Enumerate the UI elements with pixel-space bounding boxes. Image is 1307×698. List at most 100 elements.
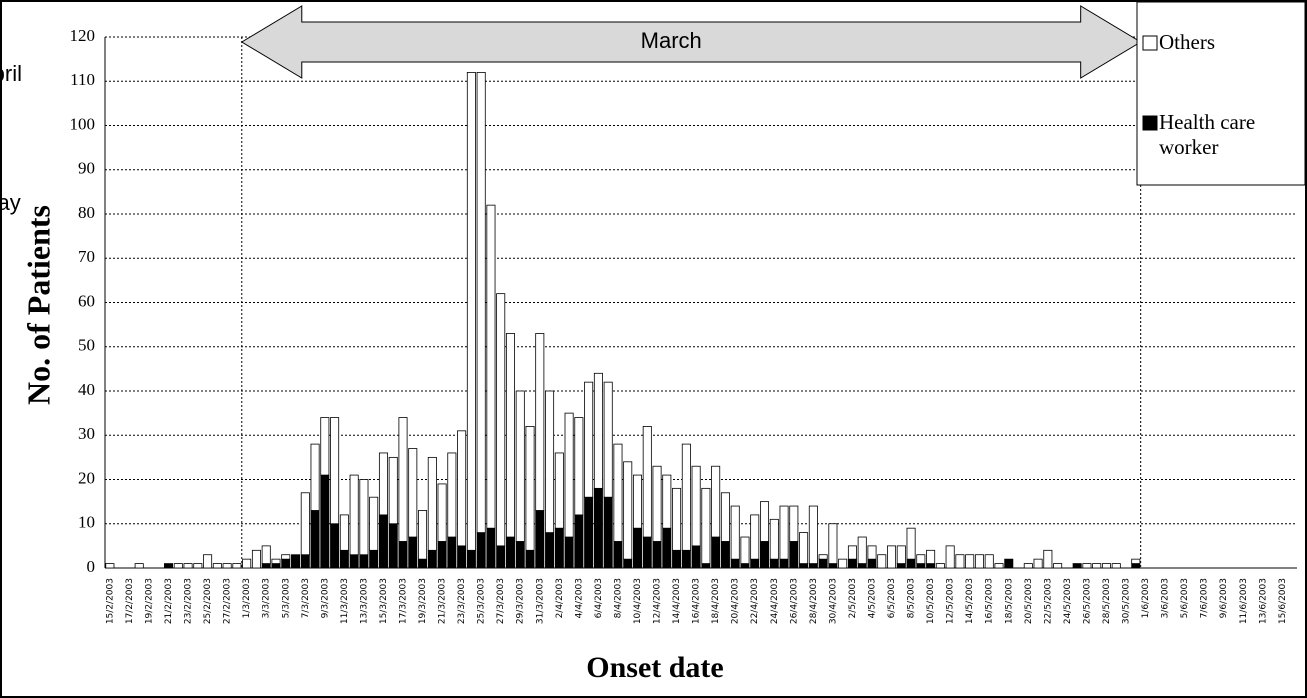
bar-segment bbox=[535, 510, 545, 569]
x-tick-label: 4/4/2003 bbox=[574, 578, 584, 618]
bar-segment bbox=[828, 563, 838, 569]
bar-segment bbox=[847, 558, 857, 569]
x-tick-label: 25/3/2003 bbox=[477, 578, 487, 624]
bar-segment bbox=[603, 381, 613, 498]
bar-segment bbox=[545, 532, 555, 569]
bar-segment bbox=[1072, 563, 1082, 569]
bar-segment bbox=[349, 474, 359, 556]
x-tick-label: 22/5/2003 bbox=[1043, 578, 1053, 624]
annotation: April bbox=[0, 61, 22, 86]
y-tick-label: 0 bbox=[87, 557, 96, 576]
x-tick-label: 18/5/2003 bbox=[1004, 578, 1014, 624]
x-tick-label: 16/4/2003 bbox=[692, 578, 702, 624]
bar-segment bbox=[613, 443, 623, 542]
bar-segment bbox=[515, 390, 525, 542]
y-tick-label: 70 bbox=[78, 247, 95, 266]
x-tick-label: 5/3/2003 bbox=[281, 578, 291, 618]
bar-segment bbox=[1043, 549, 1053, 569]
bar-segment bbox=[232, 563, 242, 569]
bar-segment bbox=[408, 448, 418, 538]
bar-segment bbox=[672, 549, 682, 569]
bar-segment bbox=[965, 554, 975, 569]
bar-segment bbox=[564, 536, 574, 569]
bar-segment bbox=[466, 549, 476, 569]
bar-segment bbox=[691, 465, 701, 547]
bar-segment bbox=[838, 558, 848, 569]
x-tick-label: 1/6/2003 bbox=[1141, 578, 1151, 618]
bar-segment bbox=[779, 505, 789, 560]
bar-segment bbox=[1082, 563, 1092, 569]
x-axis-label: Onset date bbox=[586, 651, 724, 684]
bar-segment bbox=[887, 545, 897, 569]
bar-segment bbox=[574, 514, 584, 569]
bar-segment bbox=[623, 558, 633, 569]
x-tick-label: 8/5/2003 bbox=[907, 578, 917, 618]
x-tick-label: 2/5/2003 bbox=[848, 578, 858, 618]
bar-segment bbox=[632, 474, 642, 529]
bar-segment bbox=[486, 204, 496, 529]
bar-segment bbox=[828, 523, 838, 564]
bar-segment bbox=[808, 563, 818, 569]
x-tick-label: 3/6/2003 bbox=[1161, 578, 1171, 618]
bar-segment bbox=[1053, 563, 1063, 569]
bar-segment bbox=[1092, 563, 1102, 569]
x-tick-label: 20/4/2003 bbox=[731, 578, 741, 624]
x-tick-label: 30/4/2003 bbox=[828, 578, 838, 624]
bar-segment bbox=[388, 523, 398, 569]
bar-segment bbox=[799, 532, 809, 564]
x-tick-label: 31/3/2003 bbox=[535, 578, 545, 624]
x-tick-label: 15/2/2003 bbox=[105, 578, 115, 624]
bar-segment bbox=[720, 541, 730, 569]
x-tick-label: 29/3/2003 bbox=[516, 578, 526, 624]
bar-segment bbox=[525, 425, 535, 551]
bar-segment bbox=[701, 487, 711, 564]
bar-segment bbox=[916, 563, 926, 569]
x-tick-label: 17/3/2003 bbox=[399, 578, 409, 624]
bar-segment bbox=[730, 505, 740, 560]
bar-segment bbox=[603, 496, 613, 569]
bar-segment bbox=[134, 563, 144, 569]
x-tick-label: 6/4/2003 bbox=[594, 578, 604, 618]
bar-segment bbox=[359, 479, 369, 556]
bar-segment bbox=[300, 492, 310, 556]
bar-segment bbox=[906, 558, 916, 569]
bar-segment bbox=[203, 554, 213, 569]
bar-segment bbox=[505, 333, 515, 538]
bar-segment bbox=[730, 558, 740, 569]
bar-segment bbox=[574, 417, 584, 516]
bar-segment bbox=[1004, 558, 1014, 569]
bar-segment bbox=[261, 563, 271, 569]
bar-segment bbox=[271, 558, 281, 564]
bar-segment bbox=[994, 563, 1004, 569]
bar-segment bbox=[701, 563, 711, 569]
bar-segment bbox=[1101, 563, 1111, 569]
x-tick-label: 8/4/2003 bbox=[613, 578, 623, 618]
bar-segment bbox=[271, 563, 281, 569]
x-tick-label: 14/5/2003 bbox=[965, 578, 975, 624]
x-tick-label: 16/5/2003 bbox=[985, 578, 995, 624]
bar-segment bbox=[486, 527, 496, 569]
bar-segment bbox=[652, 541, 662, 569]
x-tick-label: 21/2/2003 bbox=[164, 578, 174, 624]
y-tick-label: 90 bbox=[78, 159, 95, 178]
bar-segment bbox=[359, 554, 369, 569]
bar-segment bbox=[945, 545, 955, 569]
bar-segment bbox=[369, 496, 379, 551]
bar-segment bbox=[300, 554, 310, 569]
bar-segment bbox=[554, 452, 564, 529]
y-tick-label: 60 bbox=[78, 291, 95, 310]
bar-segment bbox=[496, 293, 506, 547]
x-tick-label: 2/4/2003 bbox=[555, 578, 565, 618]
bar-segment bbox=[408, 536, 418, 569]
bar-segment bbox=[613, 541, 623, 569]
bar-segment bbox=[789, 541, 799, 569]
bar-segment bbox=[447, 452, 457, 538]
bar-segment bbox=[212, 563, 222, 569]
x-tick-label: 17/2/2003 bbox=[125, 578, 135, 624]
x-tick-label: 18/4/2003 bbox=[711, 578, 721, 624]
y-tick-label: 100 bbox=[70, 114, 96, 133]
x-tick-label: 7/6/2003 bbox=[1200, 578, 1210, 618]
bar-segment bbox=[369, 549, 379, 569]
bar-segment bbox=[437, 483, 447, 542]
